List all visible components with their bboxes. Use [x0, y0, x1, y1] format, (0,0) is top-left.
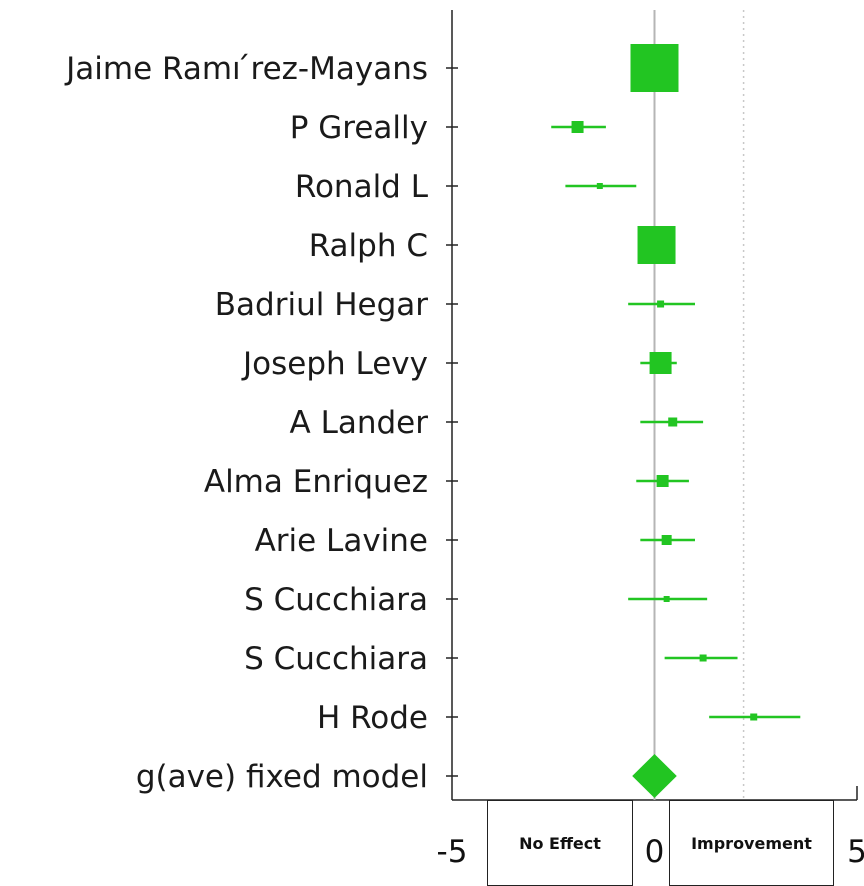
improvement-label: Improvement [691, 833, 812, 853]
effect-square [750, 713, 758, 721]
x-tick-label: 0 [645, 834, 665, 870]
no-effect-legend-box: No Effect [487, 800, 633, 886]
no-effect-label: No Effect [519, 833, 601, 853]
study-label: Joseph Levy [241, 346, 428, 382]
effect-square [668, 417, 678, 427]
effect-square [596, 183, 603, 189]
x-tick-label: -5 [437, 834, 468, 870]
effect-square [656, 475, 669, 487]
effect-square [649, 352, 672, 374]
study-label: Jaime Ramı ́rez-Mayans [64, 51, 428, 87]
study-label: Ronald L [295, 169, 429, 205]
summary-label: g(ave) fixed model [136, 759, 428, 795]
axes [446, 10, 858, 801]
effect-square [661, 535, 672, 545]
study-label: H Rode [317, 700, 428, 736]
x-tick-label: 5 [847, 834, 864, 870]
improvement-legend-box: Improvement [669, 800, 834, 886]
study-label: A Lander [290, 405, 429, 441]
study-label: Arie Lavine [255, 523, 428, 559]
effect-square [699, 654, 707, 662]
study-label: P Greally [290, 110, 428, 146]
effect-square [657, 300, 665, 308]
study-label: Alma Enriquez [204, 464, 428, 500]
study-label: S Cucchiara [244, 582, 428, 618]
labels: -5 0 5 Jaime Ramı ́rez-Mayans P Greally Ronal… [64, 51, 864, 870]
marks [551, 44, 801, 798]
study-label: Ralph C [309, 228, 428, 264]
effect-square [637, 226, 676, 264]
summary-diamond [632, 754, 677, 798]
effect-square [663, 596, 670, 602]
effect-square [571, 121, 584, 133]
study-label: S Cucchiara [244, 641, 428, 677]
study-label: Badriul Hegar [215, 287, 428, 323]
effect-square [630, 44, 679, 92]
